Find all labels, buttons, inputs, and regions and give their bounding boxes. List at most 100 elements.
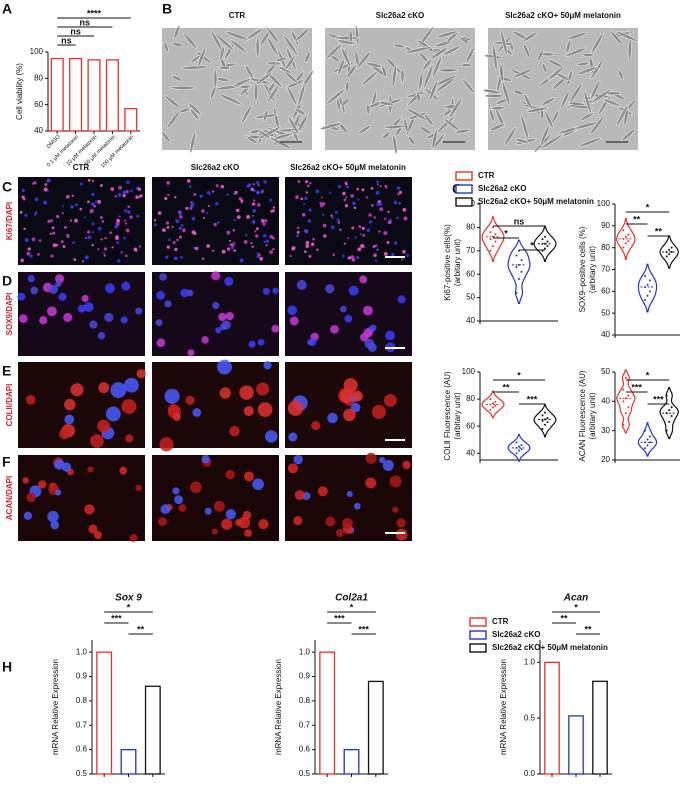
legend-swatch	[469, 630, 487, 640]
cell	[232, 228, 236, 232]
cell	[287, 463, 298, 474]
cell	[330, 214, 333, 217]
cell	[118, 185, 123, 190]
cell	[135, 484, 142, 492]
cell	[97, 248, 100, 251]
cell	[34, 211, 38, 215]
cell	[225, 469, 235, 480]
y-tick-label: 0.5	[524, 713, 536, 722]
cell	[307, 219, 312, 223]
cell	[345, 81, 350, 92]
cell	[402, 460, 411, 470]
cell	[294, 490, 305, 501]
cell	[71, 194, 74, 197]
x-tick-label: DMSO	[46, 134, 62, 150]
cell	[110, 382, 127, 399]
cell	[219, 387, 231, 399]
significance-label: *	[504, 228, 508, 238]
cell	[325, 516, 336, 527]
cell	[253, 199, 256, 202]
data-point	[649, 441, 651, 444]
cell	[226, 193, 229, 196]
cell	[49, 232, 52, 235]
cell	[602, 98, 621, 107]
cell	[87, 200, 90, 204]
cell	[258, 130, 271, 139]
cell	[378, 202, 383, 206]
cell	[72, 241, 75, 244]
cell	[127, 210, 131, 214]
micrograph	[152, 455, 279, 541]
cell	[386, 240, 390, 245]
data-point	[649, 279, 651, 282]
y-tick-label: 60	[466, 269, 475, 278]
cell	[174, 495, 184, 505]
y-tick-label: 30	[601, 426, 610, 435]
cell	[38, 239, 42, 242]
cell	[402, 207, 407, 212]
cell	[284, 71, 298, 84]
cell	[393, 200, 398, 205]
cell	[255, 71, 273, 86]
cell	[344, 196, 348, 199]
cell	[250, 242, 253, 245]
cell	[460, 63, 472, 68]
cell	[365, 452, 377, 464]
cell	[159, 437, 174, 452]
cell	[321, 202, 326, 206]
cell	[295, 195, 299, 200]
cell	[116, 241, 120, 244]
cell	[512, 68, 533, 79]
cell	[97, 226, 102, 231]
cell	[156, 338, 166, 348]
cell	[246, 214, 251, 219]
row-label: ACAN/DAPI	[5, 476, 14, 520]
cell	[322, 223, 327, 228]
cell	[101, 220, 105, 223]
data-point	[646, 283, 649, 286]
cell	[180, 224, 184, 227]
cell	[91, 231, 94, 234]
significance-label: ns	[70, 26, 81, 36]
cell	[443, 109, 453, 117]
cell	[100, 238, 103, 241]
data-point	[665, 255, 668, 258]
y-tick-label: 50	[601, 308, 610, 317]
cell	[97, 332, 106, 340]
cell	[579, 137, 602, 147]
data-point	[489, 398, 492, 401]
cell	[262, 234, 267, 238]
y-axis-label: mRNA Relative Expression	[274, 659, 283, 755]
cell	[213, 69, 218, 88]
cell	[312, 237, 315, 241]
cell	[188, 102, 202, 116]
cell	[305, 191, 308, 194]
cell	[21, 188, 25, 193]
cell	[211, 271, 221, 281]
cell	[123, 209, 128, 213]
cell	[569, 82, 583, 104]
cell	[330, 324, 339, 334]
y-tick-label: 40	[466, 316, 475, 325]
cell	[233, 78, 252, 87]
cell	[172, 241, 176, 245]
cell	[83, 302, 94, 312]
y-tick-label: 0.8	[76, 696, 88, 705]
y-tick-label: 0.7	[299, 720, 311, 729]
cell	[264, 219, 268, 223]
y-tick-label: 1.0	[76, 647, 88, 656]
cell	[161, 131, 171, 143]
cell	[241, 105, 253, 124]
data-point	[665, 394, 668, 397]
data-point	[544, 418, 546, 421]
data-point	[668, 253, 671, 256]
data-point	[494, 404, 497, 407]
cell	[389, 218, 392, 222]
cell	[360, 244, 365, 249]
data-point	[520, 259, 523, 262]
data-point	[515, 446, 518, 449]
data-point	[622, 237, 625, 240]
data-point	[646, 294, 649, 297]
cell	[19, 210, 23, 214]
cell	[395, 528, 408, 541]
